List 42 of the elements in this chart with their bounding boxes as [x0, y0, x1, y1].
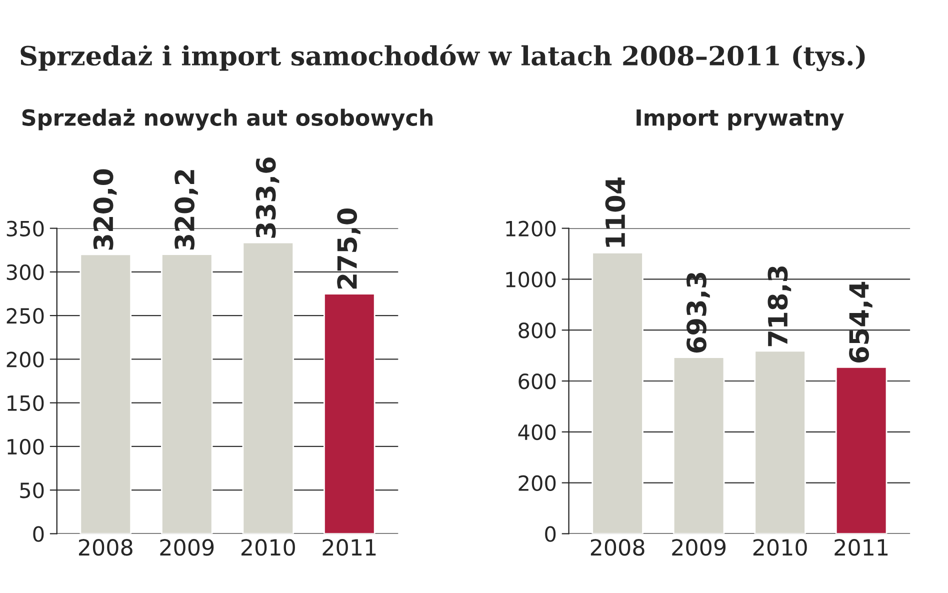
bar — [592, 252, 644, 534]
data-label: 320,2 — [174, 170, 198, 250]
y-tick-label: 350 — [6, 220, 44, 237]
data-label: 320,0 — [93, 169, 117, 250]
y-tick-label: 800 — [518, 322, 556, 338]
bar — [754, 350, 806, 534]
y-tick-label: 100 — [8, 438, 44, 455]
chart-title: Import prywatny — [636, 109, 844, 130]
y-tick-label: 600 — [518, 373, 556, 390]
y-tick-label: 200 — [518, 475, 556, 492]
bar — [242, 242, 294, 534]
y-tick-label: 150 — [8, 395, 44, 412]
data-label: 654,4 — [849, 282, 872, 362]
y-tick-label: 250 — [6, 308, 44, 324]
y-tick-label: 200 — [6, 352, 44, 368]
y-tick-label: 0 — [545, 526, 556, 542]
y-tick-label: 300 — [6, 264, 44, 280]
chart-title: Sprzedaż nowych aut osobowych — [22, 108, 432, 130]
data-label: 333,6 — [256, 158, 280, 238]
x-tick-label: 2009 — [672, 538, 726, 556]
bar — [324, 293, 376, 534]
data-label: 1104 — [605, 177, 626, 247]
x-tick-label: 2009 — [160, 538, 214, 556]
y-tick-label: 1000 — [506, 272, 556, 288]
data-label: 693,3 — [686, 272, 710, 353]
data-label: 275,0 — [337, 208, 360, 289]
data-label: 718,3 — [768, 266, 792, 346]
x-tick-label: 2008 — [78, 538, 132, 556]
y-tick-label: 50 — [20, 482, 44, 498]
x-tick-label: 2011 — [322, 538, 376, 556]
x-tick-label: 2008 — [590, 538, 644, 556]
x-tick-label: 2010 — [242, 538, 295, 556]
y-tick-label: 400 — [518, 424, 556, 440]
bar — [80, 254, 132, 534]
x-tick-label: 2011 — [834, 538, 888, 556]
x-tick-label: 2010 — [753, 538, 807, 556]
bar — [835, 366, 888, 534]
y-tick-label: 0 — [33, 526, 44, 542]
text: Sprzedaż i import samochodów w latach 2008–2011 (tys.) — [20, 44, 865, 72]
bar — [672, 356, 725, 534]
bar — [161, 254, 213, 534]
y-tick-label: 1200 — [506, 220, 556, 237]
